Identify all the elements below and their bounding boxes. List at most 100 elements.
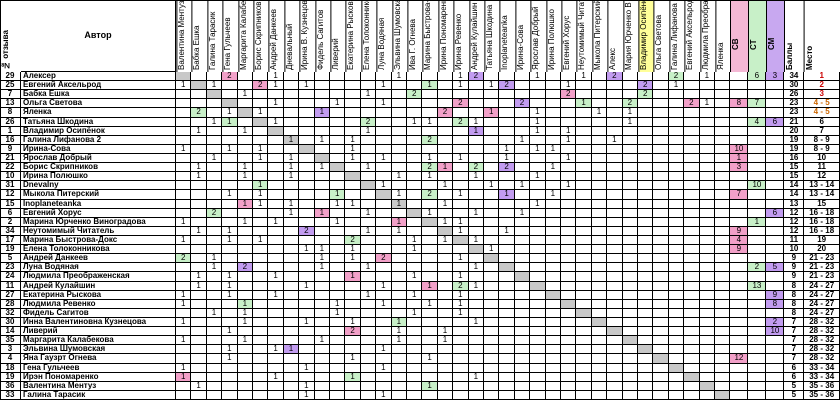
vote-cell bbox=[715, 126, 731, 136]
vote-cell bbox=[715, 163, 731, 173]
judge-header: Борис Скрипников bbox=[253, 0, 269, 72]
vote-cell bbox=[684, 372, 700, 382]
vote-cell bbox=[484, 144, 500, 154]
vote-cell: 1 bbox=[453, 81, 469, 91]
vote-cell bbox=[591, 217, 608, 227]
ct-cell bbox=[748, 254, 767, 264]
vote-cell: 1 bbox=[222, 190, 238, 200]
vote-cell bbox=[484, 345, 500, 355]
vote-cell bbox=[715, 308, 731, 318]
vote-cell bbox=[668, 318, 685, 328]
vote-cell bbox=[376, 308, 392, 318]
points-cell: 23 bbox=[784, 108, 805, 118]
vote-cell bbox=[222, 363, 238, 373]
vote-cell bbox=[607, 217, 623, 227]
vote-cell bbox=[622, 327, 638, 337]
row-author: Евгений Аксельрод bbox=[21, 81, 176, 91]
vote-cell bbox=[653, 199, 669, 209]
vote-cell: 1 bbox=[699, 72, 715, 82]
vote-cell bbox=[591, 327, 608, 337]
vote-cell bbox=[638, 190, 654, 200]
judge-header: Ирина Ревенко bbox=[453, 0, 469, 72]
vote-cell: 2 bbox=[453, 117, 469, 127]
row-author: Андрей Данкеев bbox=[21, 254, 176, 264]
vote-cell bbox=[253, 381, 269, 391]
vote-cell bbox=[237, 108, 253, 118]
vote-cell bbox=[622, 90, 638, 100]
cv-cell bbox=[730, 263, 749, 273]
vote-cell bbox=[237, 135, 253, 145]
vote-cell: 1 bbox=[391, 318, 407, 328]
cv-cell: 1 bbox=[730, 154, 749, 164]
vote-cell: 1 bbox=[314, 336, 330, 346]
vote-cell bbox=[345, 181, 361, 191]
vote-cell bbox=[607, 126, 623, 136]
vote-cell bbox=[422, 363, 438, 373]
place-cell: 7 bbox=[804, 126, 840, 136]
vote-cell bbox=[299, 181, 315, 191]
vote-cell bbox=[345, 263, 361, 273]
vote-cell bbox=[237, 254, 253, 264]
cv-cell bbox=[730, 126, 749, 136]
vote-cell bbox=[437, 226, 454, 236]
judge-header: Татьяна Шкодина bbox=[484, 0, 500, 72]
vote-cell bbox=[484, 135, 500, 145]
row-num: 1 bbox=[0, 126, 21, 136]
vote-cell: 1 bbox=[314, 254, 330, 264]
vote-cell bbox=[684, 72, 700, 82]
vote-cell bbox=[376, 190, 392, 200]
vote-cell bbox=[530, 99, 546, 109]
vote-cell bbox=[684, 363, 700, 373]
vote-cell bbox=[576, 172, 592, 182]
vote-cell bbox=[391, 135, 407, 145]
vote-cell bbox=[391, 381, 407, 391]
vote-cell bbox=[330, 254, 346, 264]
vote-cell bbox=[222, 263, 238, 273]
vote-cell: 1 bbox=[253, 236, 269, 246]
vote-cell bbox=[253, 208, 269, 218]
vote-cell bbox=[468, 345, 484, 355]
vote-cell bbox=[576, 135, 592, 145]
vote-cell bbox=[453, 172, 469, 182]
cv-cell bbox=[730, 208, 749, 218]
vote-cell bbox=[699, 199, 715, 209]
vote-cell bbox=[607, 390, 623, 400]
vote-cell bbox=[253, 327, 269, 337]
vote-cell bbox=[638, 327, 654, 337]
vote-cell bbox=[715, 354, 731, 364]
vote-cell bbox=[222, 208, 238, 218]
vote-cell bbox=[499, 208, 515, 218]
vote-cell: 1 bbox=[176, 299, 192, 309]
row-num: 6 bbox=[0, 208, 21, 218]
vote-cell bbox=[622, 290, 638, 300]
vote-cell bbox=[314, 217, 330, 227]
vote-cell bbox=[176, 126, 192, 136]
vote-cell bbox=[715, 99, 731, 109]
vote-cell bbox=[191, 236, 207, 246]
vote-cell bbox=[237, 117, 253, 127]
vote-cell bbox=[638, 272, 654, 282]
vote-cell bbox=[530, 381, 546, 391]
vote-cell bbox=[684, 126, 700, 136]
cv-cell bbox=[730, 318, 749, 328]
vote-cell bbox=[699, 318, 715, 328]
vote-cell bbox=[715, 108, 731, 118]
vote-cell bbox=[330, 72, 346, 82]
vote-cell bbox=[253, 354, 269, 364]
vote-cell bbox=[684, 217, 700, 227]
vote-cell bbox=[360, 318, 377, 328]
vote-cell bbox=[545, 272, 561, 282]
vote-cell bbox=[360, 181, 377, 191]
vote-cell bbox=[699, 354, 715, 364]
ct-cell bbox=[748, 163, 767, 173]
vote-cell bbox=[530, 163, 546, 173]
vote-cell bbox=[437, 172, 454, 182]
vote-cell: 1 bbox=[376, 81, 392, 91]
vote-cell bbox=[237, 72, 253, 82]
vote-cell bbox=[176, 226, 192, 236]
vote-cell bbox=[253, 263, 269, 273]
vote-cell bbox=[530, 299, 546, 309]
cv-cell bbox=[730, 281, 749, 291]
vote-cell: 1 bbox=[330, 308, 346, 318]
cm-cell bbox=[766, 372, 785, 382]
